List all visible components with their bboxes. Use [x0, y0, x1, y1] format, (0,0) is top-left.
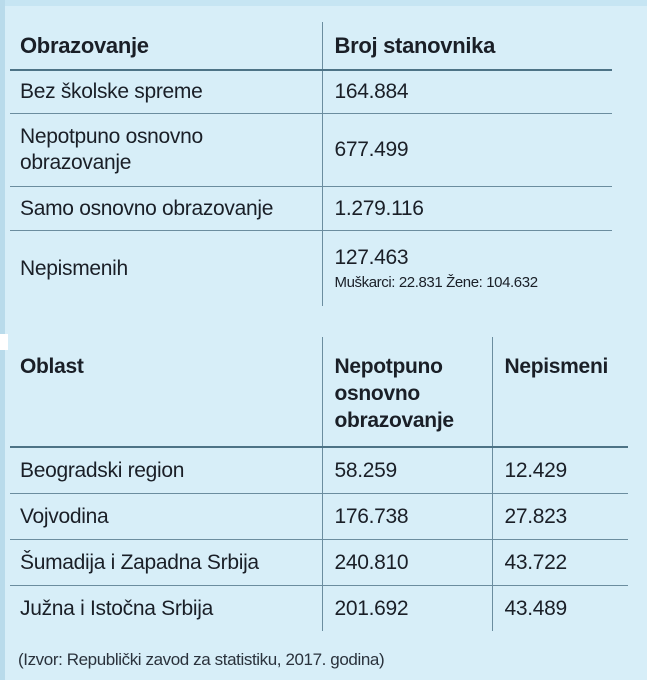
region-name: Južna i Istočna Srbija	[10, 585, 322, 631]
row-value-cell: 127.463 Muškarci: 22.831 Žene: 104.632	[321, 230, 612, 306]
table-row: Vojvodina 176.738 27.823	[10, 493, 628, 540]
row-label-line2: obrazovanje	[20, 151, 132, 174]
header-region: Oblast	[10, 337, 322, 448]
table-row: Nepotpuno osnovno obrazovanje 677.499	[10, 113, 612, 187]
table-row: Bez školske spreme 164.884	[10, 69, 612, 114]
header-incomplete-line2: osnovno	[334, 382, 421, 405]
table-row: Samo osnovno obrazovanje 1.279.116	[10, 186, 612, 231]
row-value: 127.463	[334, 245, 409, 269]
region-incomplete: 201.692	[321, 585, 492, 631]
header-incomplete-line3: obrazovanje	[334, 409, 455, 432]
row-detail: Muškarci: 22.831 Žene: 104.632	[334, 273, 539, 291]
education-table: Obrazovanje Broj stanovnika Bez školske …	[10, 22, 612, 306]
row-label: Samo osnovno obrazovanje	[10, 186, 322, 231]
region-name: Beogradski region	[10, 446, 322, 494]
region-name: Šumadija i Zapadna Srbija	[10, 539, 322, 586]
row-value: 1.279.116	[321, 186, 612, 231]
header-incomplete-line1: Nepotpuno	[334, 355, 443, 378]
row-value: 164.884	[321, 69, 612, 114]
region-incomplete: 240.810	[321, 539, 492, 586]
region-illiterate: 43.722	[491, 539, 628, 586]
region-table: Oblast Nepotpuno osnovno obrazovanje Nep…	[10, 337, 628, 631]
table-row: Beogradski region 58.259 12.429	[10, 446, 628, 494]
row-label: Nepotpuno osnovno obrazovanje	[10, 113, 322, 187]
header-education: Obrazovanje	[10, 22, 322, 71]
header-population: Broj stanovnika	[321, 22, 612, 71]
region-incomplete: 58.259	[321, 446, 492, 494]
header-illiterate: Nepismeni	[491, 337, 628, 448]
region-illiterate: 27.823	[491, 493, 628, 540]
page-notch	[0, 334, 8, 350]
row-label: Bez školske spreme	[10, 69, 322, 114]
row-value: 677.499	[321, 113, 612, 187]
top-strip	[0, 0, 647, 6]
row-label: Nepismenih	[10, 230, 322, 306]
header-incomplete: Nepotpuno osnovno obrazovanje	[321, 337, 492, 448]
region-name: Vojvodina	[10, 493, 322, 540]
source-note: (Izvor: Republički zavod za statistiku, …	[18, 650, 385, 669]
table-row: Nepismenih 127.463 Muškarci: 22.831 Žene…	[10, 230, 612, 306]
row-label-line1: Nepotpuno osnovno	[20, 125, 203, 148]
region-illiterate: 43.489	[491, 585, 628, 631]
table-row: Šumadija i Zapadna Srbija 240.810 43.722	[10, 539, 628, 586]
education-table-header: Obrazovanje Broj stanovnika	[10, 22, 612, 71]
region-illiterate: 12.429	[491, 446, 628, 494]
region-table-header: Oblast Nepotpuno osnovno obrazovanje Nep…	[10, 337, 628, 448]
region-incomplete: 176.738	[321, 493, 492, 540]
table-row: Južna i Istočna Srbija 201.692 43.489	[10, 585, 628, 631]
